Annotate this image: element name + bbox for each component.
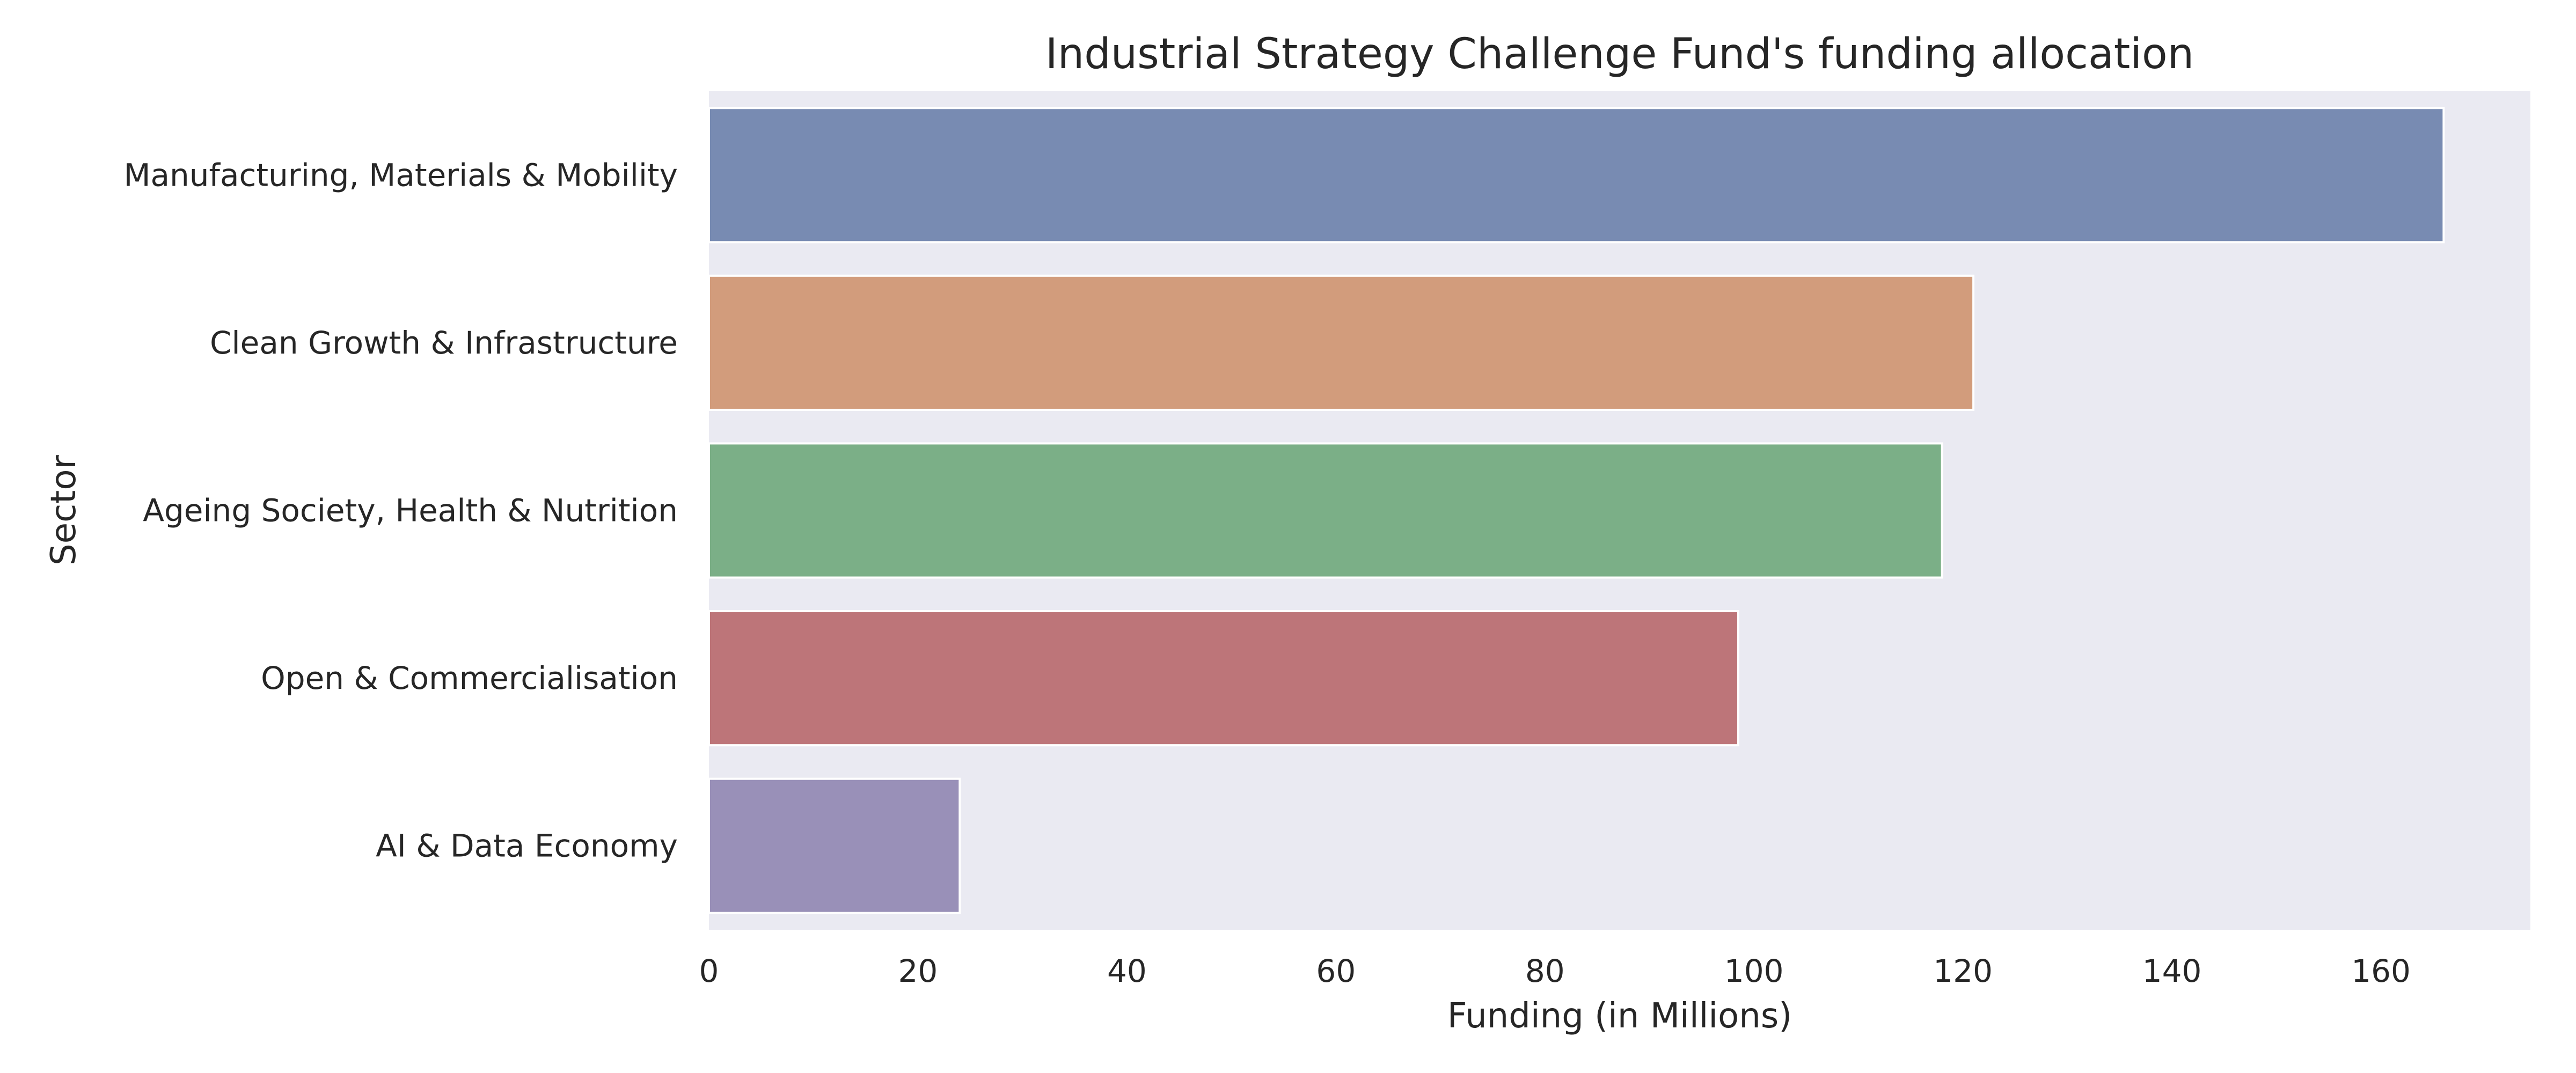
y-axis-label: Sector (44, 454, 84, 565)
bar (708, 442, 1943, 579)
x-tick-label: 80 (1525, 953, 1565, 989)
bar (708, 777, 961, 914)
x-tick-label: 140 (2142, 953, 2202, 989)
x-tick-label: 120 (1933, 953, 1993, 989)
x-tick-label: 0 (699, 953, 719, 989)
x-axis-label: Funding (in Millions) (1447, 996, 1792, 1036)
bar (708, 610, 1740, 747)
y-tick-label: Ageing Society, Health & Nutrition (143, 493, 678, 529)
y-tick-label: AI & Data Economy (376, 828, 678, 864)
bars (708, 107, 2445, 914)
y-tick-label: Manufacturing, Materials & Mobility (123, 157, 678, 193)
y-tick-label: Clean Growth & Infrastructure (210, 325, 678, 361)
x-tick-label: 100 (1724, 953, 1784, 989)
x-tick-label: 20 (898, 953, 938, 989)
x-tick-label: 60 (1316, 953, 1356, 989)
x-tick-label: 40 (1107, 953, 1147, 989)
bar (708, 107, 2445, 244)
chart-title: Industrial Strategy Challenge Fund's fun… (1045, 30, 2194, 78)
y-tick-labels: Manufacturing, Materials & Mobility Clean… (123, 157, 678, 864)
x-tick-label: 160 (2351, 953, 2411, 989)
y-tick-label: Open & Commercialisation (261, 660, 678, 696)
bar (708, 274, 1975, 411)
x-tick-labels: 0 20 40 60 80 100 120 140 160 (699, 953, 2411, 989)
